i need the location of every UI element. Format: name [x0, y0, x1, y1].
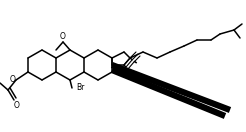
Text: Br: Br [76, 84, 84, 93]
Text: O: O [14, 101, 20, 110]
Text: O: O [60, 32, 66, 41]
Text: O: O [10, 76, 16, 84]
